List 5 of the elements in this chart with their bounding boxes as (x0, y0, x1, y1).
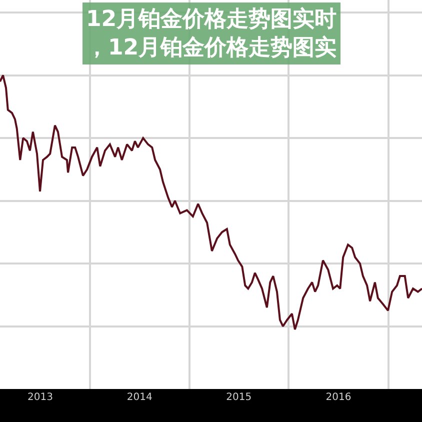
x-tick-label: 2016 (326, 392, 352, 403)
x-tick-label: 2014 (126, 392, 152, 403)
x-tick-label: 2013 (28, 392, 53, 403)
chart-title: 12月铂金价格走势图实时，12月铂金价格走势图实 (86, 6, 337, 61)
x-tick-label: 2015 (226, 392, 252, 403)
